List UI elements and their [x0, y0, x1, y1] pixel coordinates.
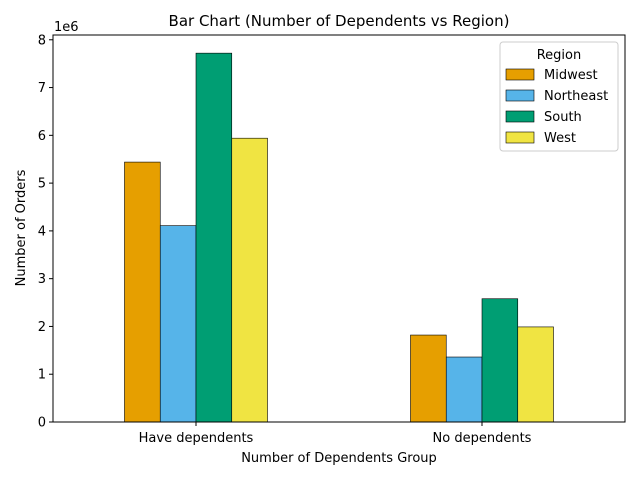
- legend-title: Region: [537, 48, 582, 63]
- legend-label-south: South: [544, 110, 582, 125]
- legend-swatch-west: [505, 131, 535, 144]
- legend-swatch-northeast: [505, 89, 535, 102]
- y-tick-label: 5: [38, 177, 46, 192]
- x-tick-label: Have dependents: [139, 431, 254, 446]
- legend-swatch-midwest: [505, 68, 535, 81]
- y-tick-label: 6: [38, 129, 46, 144]
- y-tick-label: 8: [38, 33, 46, 48]
- bar-northeast-2: [445, 356, 483, 423]
- bar-west-1: [231, 137, 268, 423]
- legend-label-midwest: Midwest: [544, 68, 598, 83]
- x-axis-label: Number of Dependents Group: [241, 451, 437, 466]
- bars-layer: [124, 52, 554, 423]
- y-tick-label: 4: [38, 224, 46, 239]
- bar-west-2: [517, 326, 554, 423]
- x-tick-label: No dependents: [433, 431, 532, 446]
- bar-south-2: [481, 298, 519, 423]
- y-axis: 0 1 2 3 4 5 6 7 8: [38, 33, 53, 431]
- y-tick-label: 1: [38, 368, 46, 383]
- y-axis-label: Number of Orders: [14, 169, 29, 286]
- x-axis: Have dependents No dependents: [139, 422, 532, 446]
- y-tick-label: 2: [38, 320, 46, 335]
- chart-title: Bar Chart (Number of Dependents vs Regio…: [169, 12, 510, 30]
- legend-label-northeast: Northeast: [544, 89, 608, 104]
- legend: Region Midwest Northeast South West: [499, 41, 619, 152]
- plot-frame: [52, 34, 626, 423]
- bar-south-1: [195, 52, 233, 423]
- y-tick-label: 3: [38, 272, 46, 287]
- y-tick-label: 7: [38, 81, 46, 96]
- bar-midwest-2: [410, 334, 447, 423]
- bar-northeast-1: [159, 225, 197, 423]
- bar-midwest-1: [124, 161, 161, 423]
- legend-swatch-south: [505, 110, 535, 123]
- legend-label-west: West: [544, 131, 576, 146]
- y-tick-label: 0: [38, 416, 46, 431]
- y-axis-offset-label: 1e6: [54, 20, 79, 35]
